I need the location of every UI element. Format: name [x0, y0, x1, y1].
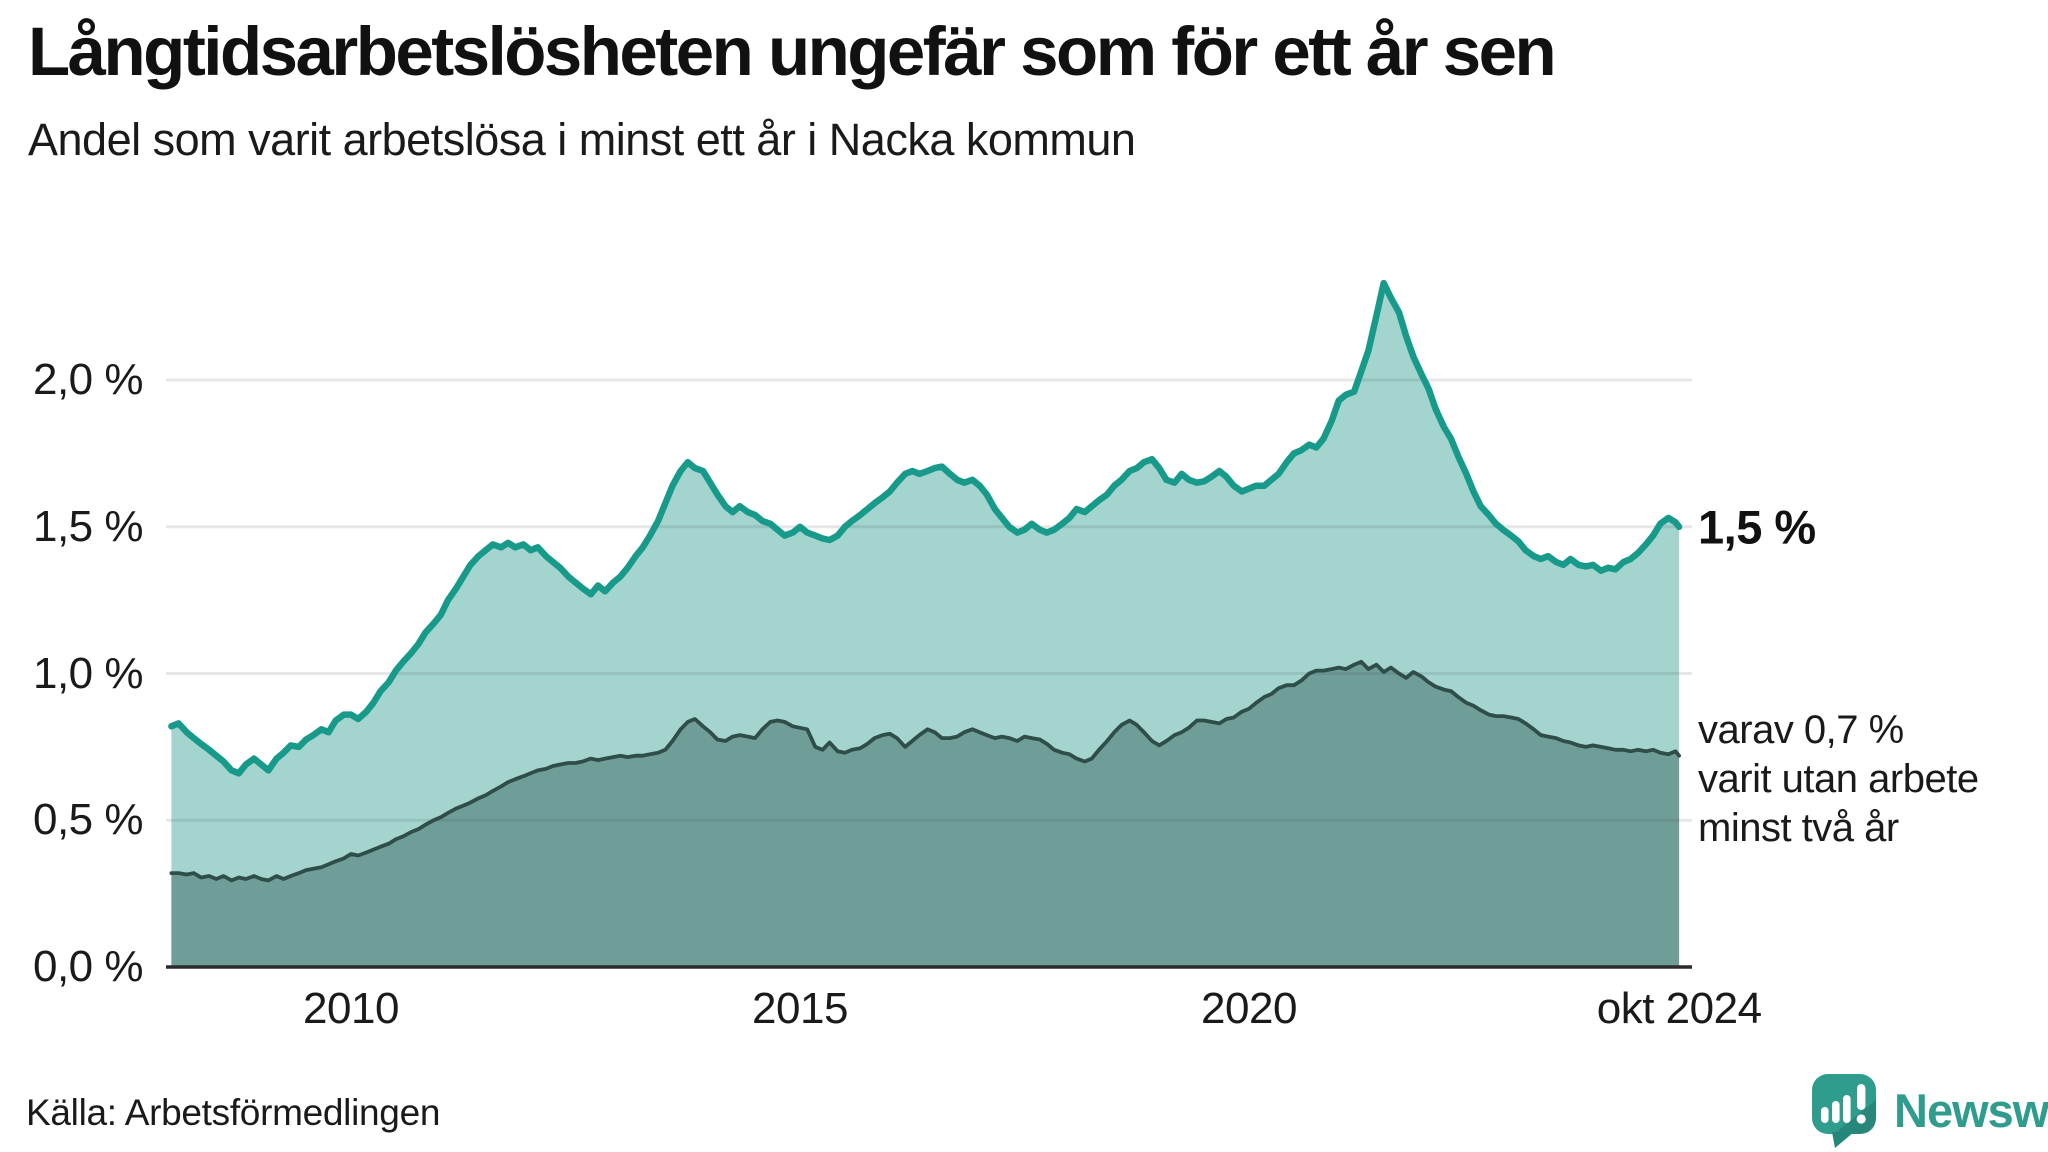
y-axis-tick-label: 2,0 % — [32, 355, 144, 404]
annotation-line-2: varit utan arbete — [1698, 756, 1979, 801]
x-axis-tick-label: 2015 — [752, 984, 848, 1033]
page-title: Långtidsarbetslösheten ungefär som för e… — [28, 13, 1557, 90]
y-axis-tick-label: 1,0 % — [32, 648, 144, 698]
source-credit: Källa: Arbetsförmedlingen — [26, 1092, 441, 1133]
series-end-value-label: 1,5 % — [1698, 500, 1816, 554]
y-axis-tick-label: 1,5 % — [32, 501, 144, 551]
secondary-series-annotation: varav 0,7 % varit utan arbete minst två … — [1698, 706, 1979, 852]
annotation-line-3: minst två år — [1698, 805, 1899, 850]
series-line-min-2yr — [169, 659, 1681, 883]
series-area-min-2yr — [171, 661, 1680, 967]
x-axis-tick-label: okt 2024 — [1596, 984, 1762, 1033]
y-axis-tick-label: 0,0 % — [32, 942, 144, 991]
newsworthy-wordmark: Newsworthy — [1894, 1083, 2048, 1137]
x-axis-tick-label: 2010 — [303, 984, 399, 1033]
y-axis-tick-label: 0,5 % — [32, 795, 144, 845]
x-axis-tick-label: 2020 — [1201, 984, 1297, 1033]
annotation-line-1: varav 0,7 % — [1698, 708, 1904, 752]
newsworthy-logo: Newsworthy — [1810, 1072, 2048, 1148]
series-line-min-1yr — [168, 279, 1683, 777]
page-subtitle: Andel som varit arbetslösa i minst ett å… — [28, 114, 1136, 165]
newsworthy-chart-bubble-icon — [1810, 1072, 1880, 1148]
